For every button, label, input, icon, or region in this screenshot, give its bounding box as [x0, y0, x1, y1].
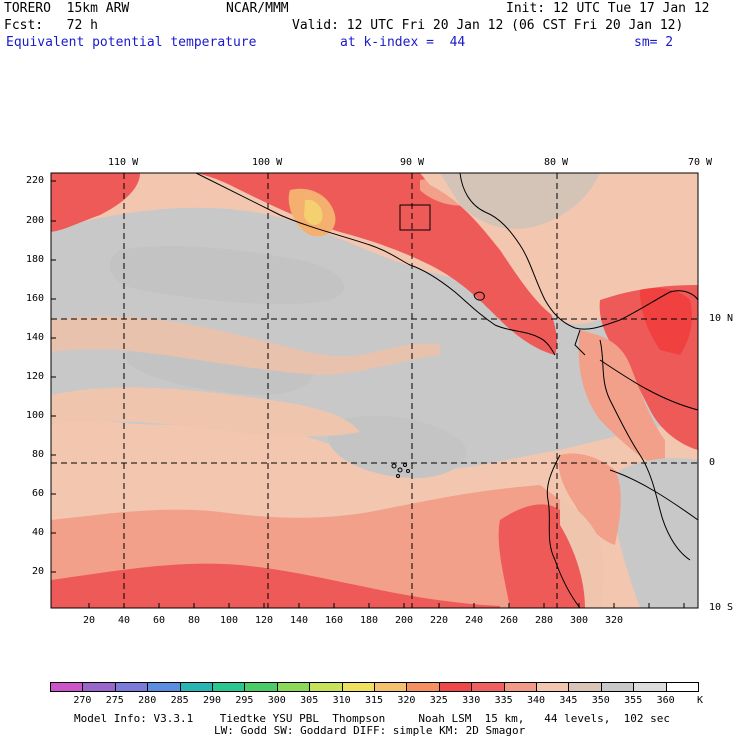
x-tick: 140 [290, 615, 309, 626]
y-tick: 80 [32, 449, 45, 460]
colorbar-label: 360 [656, 695, 675, 706]
colorbar-swatch [406, 682, 440, 692]
x-tick: 100 [220, 615, 239, 626]
colorbar-label: 325 [429, 695, 448, 706]
colorbar-swatch [665, 682, 699, 692]
colorbar-swatch [600, 682, 635, 692]
y-tick: 200 [26, 215, 45, 226]
y-tick: 160 [26, 293, 45, 304]
colorbar-swatch [438, 682, 473, 692]
x-tick: 160 [325, 615, 344, 626]
lon-label-90w: 90 W [400, 157, 425, 168]
lat-label-0: 0 [709, 457, 716, 468]
colorbar-label: 305 [300, 695, 319, 706]
axis-ticks [51, 180, 685, 608]
x-tick: 320 [605, 615, 624, 626]
shaded-field [51, 173, 698, 608]
colorbar-label: 275 [105, 695, 124, 706]
model-title: TORERO 15km ARW [4, 1, 130, 16]
colorbar-swatch [341, 682, 375, 692]
colorbar-label: 330 [462, 695, 481, 706]
x-tick: 20 [83, 615, 96, 626]
x-tick: 180 [360, 615, 379, 626]
colorbar-swatch [179, 682, 213, 692]
colorbar-label: 335 [494, 695, 513, 706]
colorbar-label: 310 [332, 695, 351, 706]
smoothing-label: sm= 2 [634, 35, 674, 50]
colorbar-label: 345 [559, 695, 578, 706]
y-tick: 100 [26, 410, 45, 421]
colorbar-label: 315 [364, 695, 384, 706]
colorbar-label: 300 [267, 695, 286, 706]
colorbar-swatch [114, 682, 149, 692]
y-tick: 140 [26, 332, 45, 343]
x-tick: 240 [465, 615, 484, 626]
forecast-hour: Fcst: 72 h [4, 18, 98, 33]
colorbar-swatch [50, 682, 84, 692]
colorbar-swatch [503, 682, 537, 692]
x-tick: 40 [118, 615, 131, 626]
colorbar-label: 280 [138, 695, 157, 706]
colorbar-swatch [147, 682, 181, 692]
y-tick: 220 [26, 175, 45, 186]
colorbar-label: 295 [235, 695, 254, 706]
y-tick: 60 [32, 488, 45, 499]
colorbar-swatch [374, 682, 408, 692]
colorbar-label: 270 [73, 695, 92, 706]
y-tick: 20 [32, 566, 45, 577]
organization-label: NCAR/MMM [226, 1, 289, 16]
model-info-line1: Model Info: V3.3.1 Tiedtke YSU PBL Thomp… [74, 712, 671, 725]
y-tick: 120 [26, 371, 45, 382]
lon-label-100w: 100 W [252, 157, 283, 168]
lon-label-110w: 110 W [108, 157, 139, 168]
colorbar-swatch [82, 682, 116, 692]
colorbar-swatch [276, 682, 311, 692]
colorbar-swatch [244, 682, 278, 692]
x-tick: 280 [535, 615, 554, 626]
graticule [51, 173, 698, 608]
lat-label-10s: 10 S [709, 602, 734, 613]
lon-label-70w: 70 W [688, 157, 713, 168]
coastlines [195, 172, 699, 609]
colorbar-label: 350 [591, 695, 610, 706]
colorbar-swatch [536, 682, 570, 692]
level-label: at k-index = 44 [340, 35, 466, 50]
colorbar-swatch [471, 682, 505, 692]
lon-label-80w: 80 W [544, 157, 569, 168]
x-tick: 300 [570, 615, 589, 626]
y-tick: 180 [26, 254, 45, 265]
valid-time: Valid: 12 UTC Fri 20 Jan 12 (06 CST Fri … [292, 18, 684, 33]
colorbar-swatch [309, 682, 343, 692]
colorbar-label: 320 [397, 695, 416, 706]
colorbar-swatch [568, 682, 602, 692]
model-info-line2: LW: Godd SW: Goddard DIFF: simple KM: 2D… [214, 724, 526, 737]
init-time: Init: 12 UTC Tue 17 Jan 12 [506, 1, 710, 16]
x-tick: 120 [255, 615, 274, 626]
colorbar-label: 290 [202, 695, 222, 706]
colorbar-label: 355 [624, 695, 643, 706]
colorbar-label: 285 [170, 695, 189, 706]
x-tick: 80 [188, 615, 201, 626]
colorbar-swatch [633, 682, 667, 692]
y-tick: 40 [32, 527, 45, 538]
x-tick: 60 [153, 615, 166, 626]
colorbar-swatch [212, 682, 246, 692]
x-tick: 260 [500, 615, 519, 626]
colorbar-label: 340 [526, 695, 546, 706]
colorbar-unit: K [697, 695, 704, 706]
galapagos-islands [391, 463, 410, 478]
plot-frame [50, 172, 699, 609]
x-tick: 220 [430, 615, 449, 626]
field-name: Equivalent potential temperature [6, 35, 257, 50]
x-tick: 200 [395, 615, 414, 626]
lat-label-10n: 10 N [709, 313, 734, 324]
